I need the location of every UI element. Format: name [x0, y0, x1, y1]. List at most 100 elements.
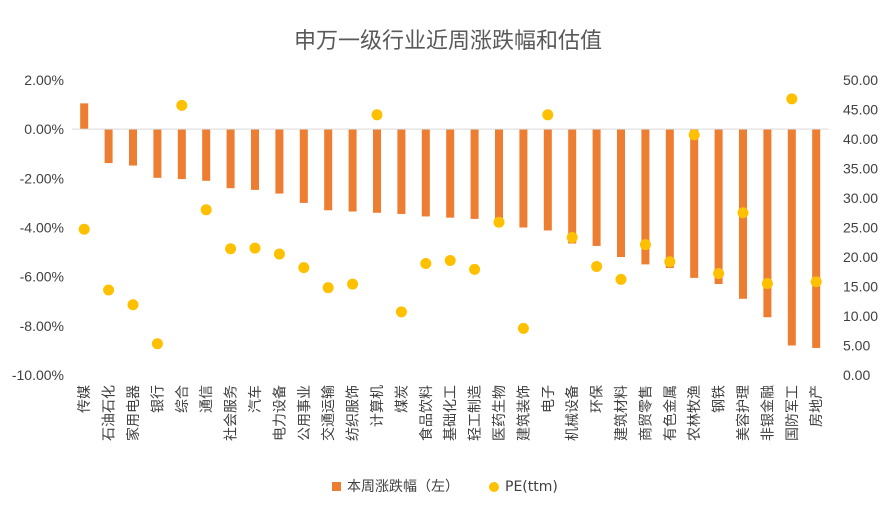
pe-point-4: [151, 338, 163, 350]
category-label: 银行: [150, 385, 166, 413]
bar-15: [421, 129, 430, 217]
category-label: 公用事业: [297, 385, 313, 441]
pe-point-31: [810, 276, 822, 288]
right-tick-label: 20.00: [843, 249, 878, 265]
category-label: 计算机: [370, 385, 386, 427]
bar-21: [568, 129, 577, 244]
bar-17: [470, 129, 479, 219]
category-label: 钢铁: [712, 385, 728, 413]
legend-dot-label: PE(ttm): [505, 479, 558, 495]
left-tick-label: -6.00%: [20, 269, 64, 285]
pe-point-14: [395, 306, 407, 318]
category-label: 有色金属: [662, 385, 679, 441]
category-label: 传媒: [77, 385, 93, 413]
pe-point-7: [225, 243, 237, 255]
legend-dot-swatch: [489, 482, 499, 492]
right-tick-label: 45.00: [843, 102, 878, 118]
pe-point-8: [249, 242, 261, 254]
bar-27: [714, 129, 723, 285]
bar-3: [129, 129, 137, 166]
pe-point-10: [298, 262, 310, 274]
category-label: 电子: [541, 385, 557, 413]
right-tick-label: 35.00: [843, 161, 878, 177]
right-tick-label: 40.00: [843, 131, 878, 147]
pe-point-30: [786, 93, 798, 105]
left-tick-label: -2.00%: [20, 170, 64, 186]
category-label: 电力设备: [271, 385, 288, 441]
bar-19: [519, 129, 528, 228]
bar-9: [275, 129, 284, 194]
bar-5: [177, 129, 186, 180]
bar-31: [812, 129, 821, 348]
legend-bar-label: 本周涨跌幅（左）: [347, 479, 459, 495]
right-tick-label: 30.00: [843, 190, 878, 206]
right-tick-label: 50.00: [843, 72, 878, 88]
category-label: 机械设备: [564, 385, 581, 441]
category-axis: 传媒 石油石化 家用电器 银行 综合 通信 社会服务 汽车 电力设备 公用事业 交通运输 纺织服饰 计算…: [77, 385, 825, 441]
pe-point-2: [103, 284, 115, 296]
pe-point-11: [322, 282, 334, 294]
dots-layer: [78, 93, 822, 350]
bars-layer: [80, 103, 821, 348]
pe-point-20: [542, 109, 554, 121]
left-tick-label: -8.00%: [20, 318, 64, 334]
category-label: 汽车: [247, 385, 264, 413]
pe-point-29: [761, 278, 773, 290]
bar-2: [104, 129, 113, 164]
legend: 本周涨跌幅（左） PE(ttm): [332, 479, 558, 495]
bar-26: [690, 129, 699, 278]
bar-25: [665, 129, 674, 269]
bar-18: [495, 129, 503, 225]
pe-point-21: [566, 232, 578, 244]
category-label: 农林牧渔: [687, 385, 703, 441]
bar-16: [446, 129, 455, 218]
pe-point-17: [469, 263, 481, 275]
pe-point-23: [615, 273, 627, 285]
bar-1: [80, 103, 89, 130]
pe-point-1: [78, 223, 90, 235]
pe-point-26: [688, 129, 700, 141]
left-tick-label: 0.00%: [24, 121, 64, 137]
left-tick-label: -10.00%: [12, 367, 64, 383]
bar-23: [617, 129, 625, 257]
left-tick-label: -4.00%: [20, 220, 64, 236]
category-label: 石油石化: [102, 385, 118, 441]
category-label: 建筑装饰: [516, 385, 532, 441]
bar-22: [592, 129, 601, 246]
category-label: 煤炭: [394, 385, 410, 413]
pe-point-22: [591, 260, 603, 272]
bar-14: [397, 129, 406, 214]
pe-point-28: [737, 207, 749, 219]
pe-point-12: [347, 278, 359, 290]
pe-point-9: [273, 248, 285, 260]
right-tick-label: 0.00: [843, 367, 870, 383]
category-label: 美容护理: [735, 385, 752, 441]
category-label: 交通运输: [320, 385, 337, 441]
left-tick-label: 2.00%: [24, 72, 64, 88]
bar-6: [202, 129, 211, 181]
category-label: 纺织服饰: [346, 385, 362, 441]
pe-point-25: [664, 256, 676, 268]
bar-24: [641, 129, 650, 265]
category-label: 轻工制造: [468, 385, 484, 441]
right-tick-label: 25.00: [843, 220, 878, 236]
pe-point-15: [420, 257, 432, 269]
pe-point-3: [127, 299, 139, 311]
left-axis: 2.00% 0.00% -2.00% -4.00% -6.00% -8.00% -10.00…: [12, 72, 64, 383]
bar-11: [324, 129, 333, 211]
category-label: 商贸零售: [638, 385, 654, 441]
category-label: 通信: [199, 385, 215, 413]
pe-point-19: [517, 322, 529, 334]
category-label: 家用电器: [125, 385, 142, 441]
pe-point-13: [371, 109, 383, 121]
legend-bar-swatch: [332, 482, 341, 491]
bar-30: [787, 129, 796, 346]
right-tick-label: 15.00: [843, 279, 878, 295]
chart-title: 申万一级行业近周涨跌幅和估值: [294, 29, 602, 54]
category-label: 综合: [175, 385, 191, 413]
category-label: 医药生物: [492, 385, 508, 441]
category-label: 基础化工: [442, 385, 459, 441]
right-tick-label: 10.00: [843, 308, 878, 324]
